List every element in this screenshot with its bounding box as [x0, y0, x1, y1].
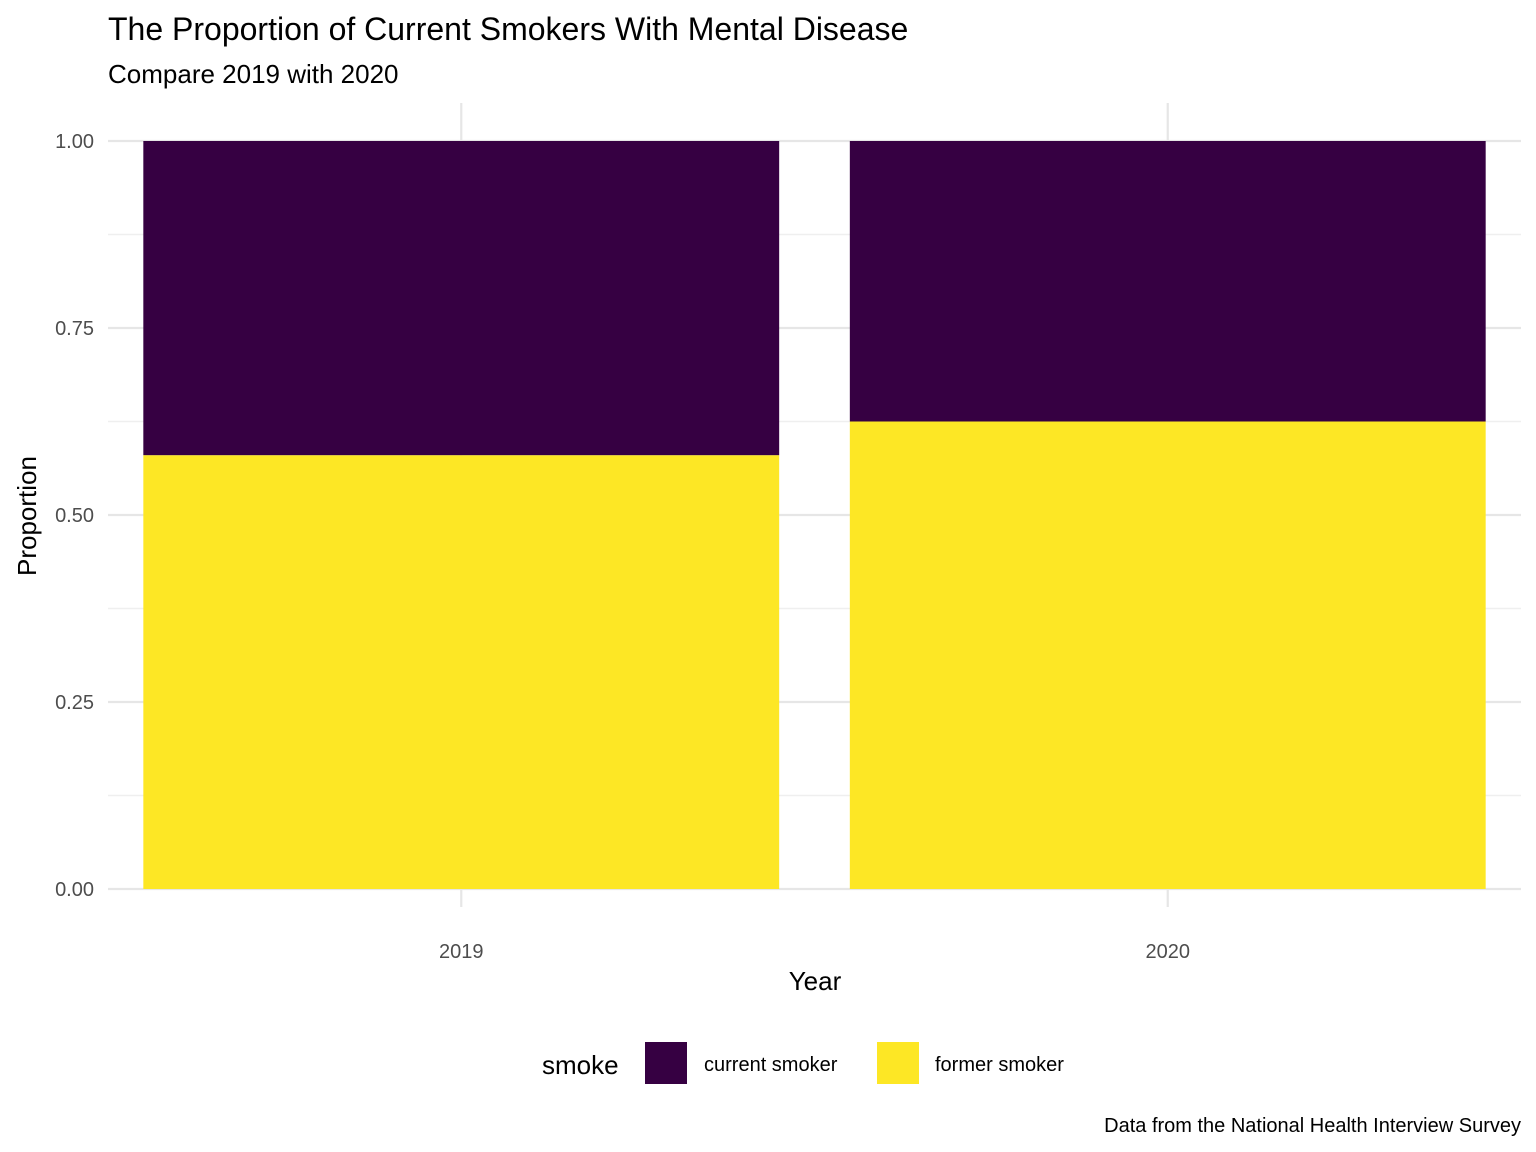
- y-tick-label: 0.75: [55, 318, 94, 340]
- legend-label: current smoker: [704, 1054, 838, 1076]
- legend-label: former smoker: [935, 1054, 1064, 1076]
- legend-key-current-smoker: [645, 1042, 687, 1084]
- bar-2020-current-smoker: [850, 141, 1486, 422]
- x-axis-ticks: 2019 2020: [439, 941, 1190, 963]
- x-tick-label: 2019: [439, 941, 484, 963]
- legend-title: smoke: [542, 1050, 619, 1080]
- chart-title: The Proportion of Current Smokers With M…: [108, 11, 908, 47]
- y-tick-label: 0.25: [55, 692, 94, 714]
- bar-2019-current-smoker: [143, 141, 779, 455]
- x-tick-label: 2020: [1146, 941, 1191, 963]
- y-axis-title: Proportion: [12, 456, 42, 576]
- x-axis-title: Year: [789, 966, 842, 996]
- chart-caption: Data from the National Health Interview …: [1104, 1115, 1521, 1137]
- y-axis-ticks: 0.00 0.25 0.50 0.75 1.00: [55, 131, 94, 901]
- legend-key-former-smoker: [877, 1042, 919, 1084]
- bar-2019-former-smoker: [143, 455, 779, 889]
- bar-2020-former-smoker: [850, 422, 1486, 890]
- chart-subtitle: Compare 2019 with 2020: [108, 59, 399, 89]
- legend: smoke current smoker former smoker: [542, 1042, 1064, 1084]
- y-tick-label: 1.00: [55, 131, 94, 153]
- y-tick-label: 0.00: [55, 879, 94, 901]
- y-tick-label: 0.50: [55, 505, 94, 527]
